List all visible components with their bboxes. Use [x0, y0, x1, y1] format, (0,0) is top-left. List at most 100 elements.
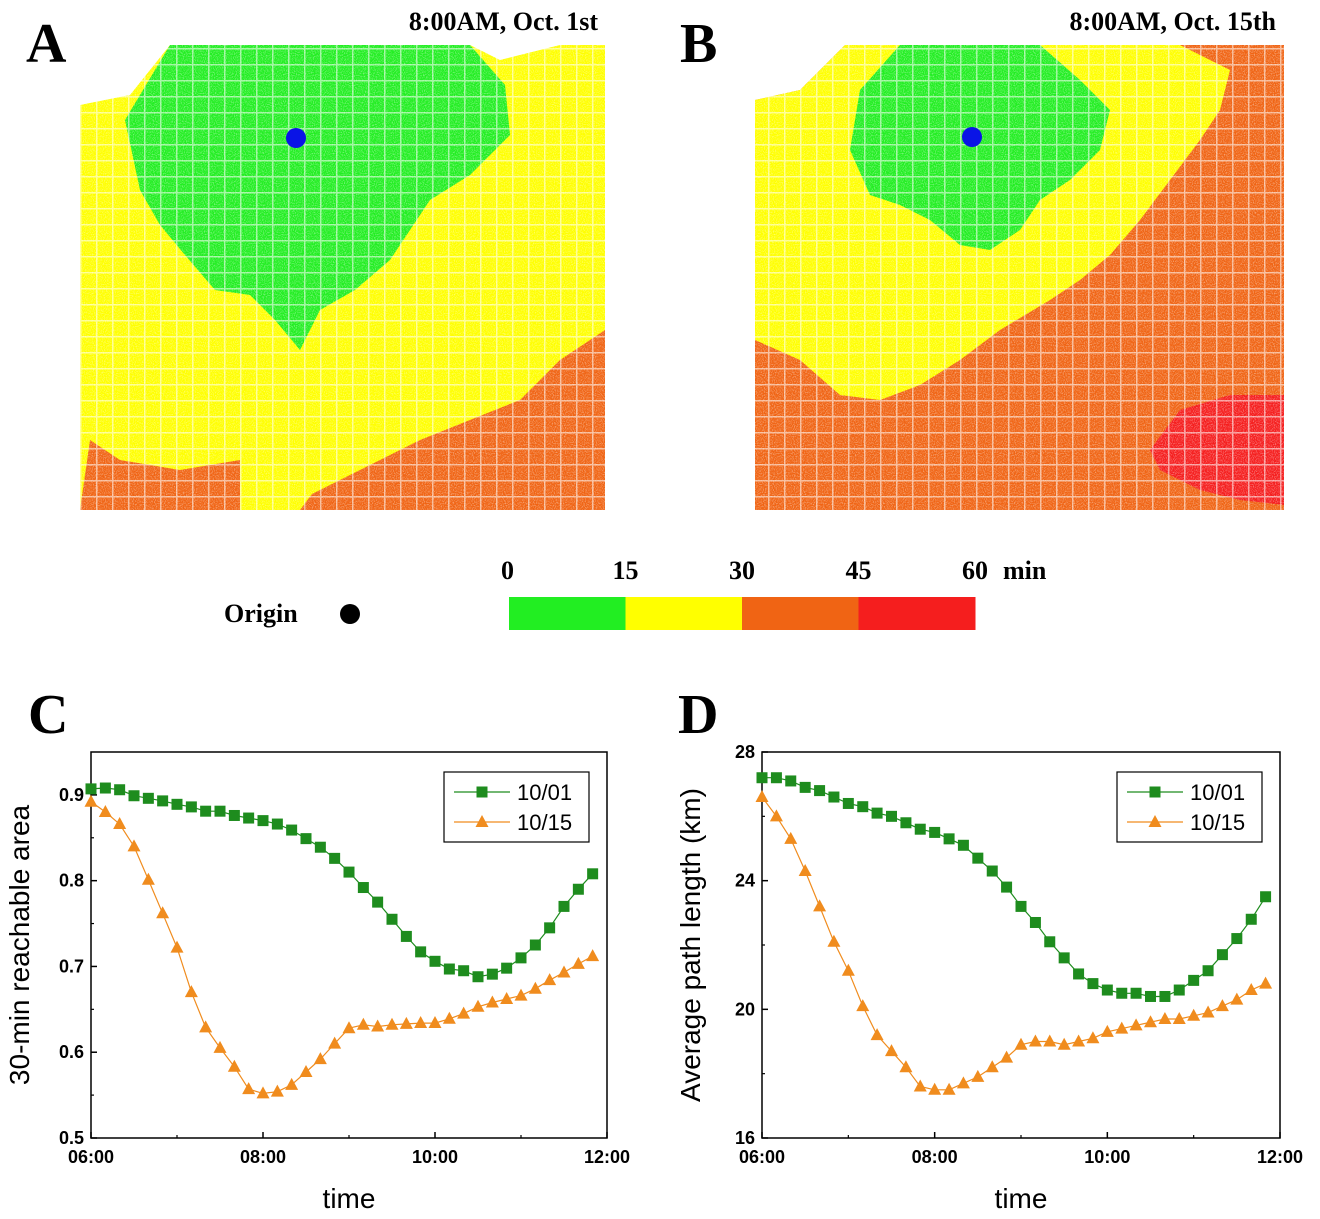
y-tick-label: 0.5 — [59, 1128, 84, 1148]
data-point — [1029, 916, 1041, 928]
legend-box — [443, 771, 590, 843]
data-point — [357, 882, 369, 894]
data-point — [141, 872, 155, 885]
data-point — [1001, 881, 1013, 893]
data-point — [899, 1060, 913, 1073]
data-point — [957, 839, 969, 851]
data-point — [314, 841, 326, 853]
map-b — [755, 45, 1284, 510]
data-point — [385, 1017, 399, 1030]
data-point — [428, 1016, 442, 1029]
color-scale-ticks: 0 15 30 45 60 — [501, 556, 988, 585]
data-point — [1129, 1018, 1143, 1031]
data-point — [142, 792, 154, 804]
data-point — [113, 817, 127, 830]
data-point — [500, 992, 514, 1005]
y-tick-label: 0.6 — [59, 1042, 84, 1062]
map-a-title: 8:00AM, Oct. 1st — [409, 7, 599, 36]
x-tick-label: 06:00 — [739, 1147, 785, 1167]
data-point — [286, 824, 298, 836]
data-point — [84, 794, 98, 807]
color-scale-segment-3 — [858, 597, 976, 630]
data-point — [756, 772, 768, 784]
origin-label: Origin — [224, 599, 298, 628]
x-tick-label: 10:00 — [1084, 1147, 1130, 1167]
data-point — [1158, 1011, 1172, 1024]
panel-letter-b: B — [680, 13, 717, 75]
data-point — [1245, 913, 1257, 925]
data-point — [956, 1076, 970, 1089]
data-point — [443, 963, 455, 975]
data-point — [1058, 952, 1070, 964]
data-point — [328, 1036, 342, 1049]
data-point — [114, 784, 126, 796]
data-point — [1172, 1011, 1186, 1024]
data-point — [928, 1082, 942, 1095]
legend-label: 10/01 — [1190, 780, 1245, 805]
data-point — [1072, 1034, 1086, 1047]
data-point — [769, 809, 783, 822]
data-point — [857, 801, 869, 813]
data-point — [914, 823, 926, 835]
data-point — [472, 971, 484, 983]
data-point — [814, 785, 826, 797]
color-scale-tick-3: 45 — [846, 556, 872, 585]
x-tick-label: 12:00 — [1257, 1147, 1303, 1167]
data-point — [784, 831, 798, 844]
data-point — [943, 833, 955, 845]
data-point — [572, 883, 584, 895]
data-point — [329, 852, 341, 864]
x-tick-label: 08:00 — [912, 1147, 958, 1167]
data-point — [1259, 976, 1273, 989]
data-point — [458, 965, 470, 977]
data-point — [343, 866, 355, 878]
data-point — [1015, 900, 1027, 912]
data-point — [972, 852, 984, 864]
data-point — [1044, 936, 1056, 948]
color-scale-segment-0 — [509, 597, 626, 630]
data-point — [128, 790, 140, 802]
data-point — [798, 864, 812, 877]
map-a-origin-marker — [286, 128, 306, 148]
data-point — [842, 797, 854, 809]
data-point — [770, 772, 782, 784]
data-point — [501, 962, 513, 974]
data-point — [799, 781, 811, 793]
series-line — [90, 801, 593, 1095]
data-point — [813, 899, 827, 912]
data-point — [558, 900, 570, 912]
data-point — [828, 791, 840, 803]
data-point — [1201, 1005, 1215, 1018]
data-point — [372, 896, 384, 908]
data-point — [1028, 1034, 1042, 1047]
data-point — [171, 798, 183, 810]
data-point — [99, 782, 111, 794]
data-point — [1101, 984, 1113, 996]
data-point — [1144, 1015, 1157, 1028]
panel-letter-a: A — [26, 13, 67, 75]
data-point — [985, 1060, 999, 1073]
data-point — [486, 968, 498, 980]
color-scale-segment-2 — [742, 597, 859, 630]
data-point — [242, 1082, 256, 1095]
y-tick-label: 28 — [735, 742, 755, 762]
data-point — [414, 1016, 428, 1029]
data-point — [227, 1059, 241, 1072]
data-point — [256, 1086, 270, 1099]
data-point — [442, 1011, 456, 1024]
data-point — [571, 956, 585, 969]
data-point — [871, 807, 883, 819]
y-tick-label: 16 — [735, 1128, 755, 1148]
data-point — [586, 949, 600, 962]
chart-d: 06:00 08:00 10:00 12:00 16 20 24 28 time Average … — [675, 742, 1303, 1214]
map-b-origin-marker — [962, 127, 982, 147]
data-point — [1014, 1037, 1028, 1050]
data-point — [386, 913, 398, 925]
x-tick-label: 10:00 — [412, 1147, 458, 1167]
data-point — [1159, 990, 1171, 1002]
legend-box — [1116, 771, 1263, 843]
series-10-15 — [84, 794, 600, 1099]
y-tick-label: 0.8 — [59, 871, 84, 891]
data-point — [371, 1019, 385, 1032]
data-point — [485, 995, 499, 1008]
